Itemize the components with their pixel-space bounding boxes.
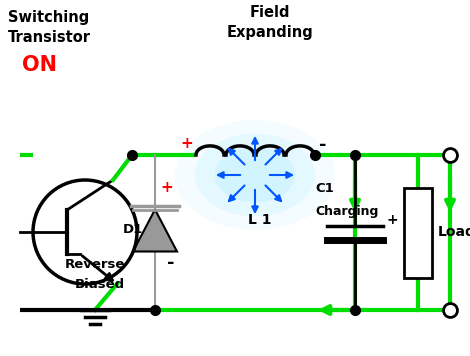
Text: ON: ON [22, 55, 57, 75]
Text: Switching: Switching [8, 10, 89, 25]
Text: +: + [180, 136, 193, 151]
Text: +: + [161, 179, 173, 194]
Polygon shape [133, 209, 177, 251]
Ellipse shape [215, 147, 295, 203]
FancyBboxPatch shape [404, 188, 432, 277]
Text: +: + [387, 214, 399, 227]
Text: L 1: L 1 [248, 213, 272, 227]
Text: -: - [319, 136, 327, 154]
Text: C1: C1 [315, 183, 334, 195]
Text: Biased: Biased [75, 277, 125, 290]
Text: Reverse: Reverse [65, 257, 125, 271]
Ellipse shape [175, 120, 335, 230]
Text: Charging: Charging [315, 204, 378, 218]
Text: Transistor: Transistor [8, 30, 91, 45]
Text: Field: Field [250, 5, 290, 20]
Text: Load: Load [438, 225, 470, 240]
Text: D1: D1 [123, 223, 143, 236]
Text: -: - [167, 253, 175, 272]
Ellipse shape [195, 134, 315, 216]
Text: Expanding: Expanding [227, 25, 313, 40]
